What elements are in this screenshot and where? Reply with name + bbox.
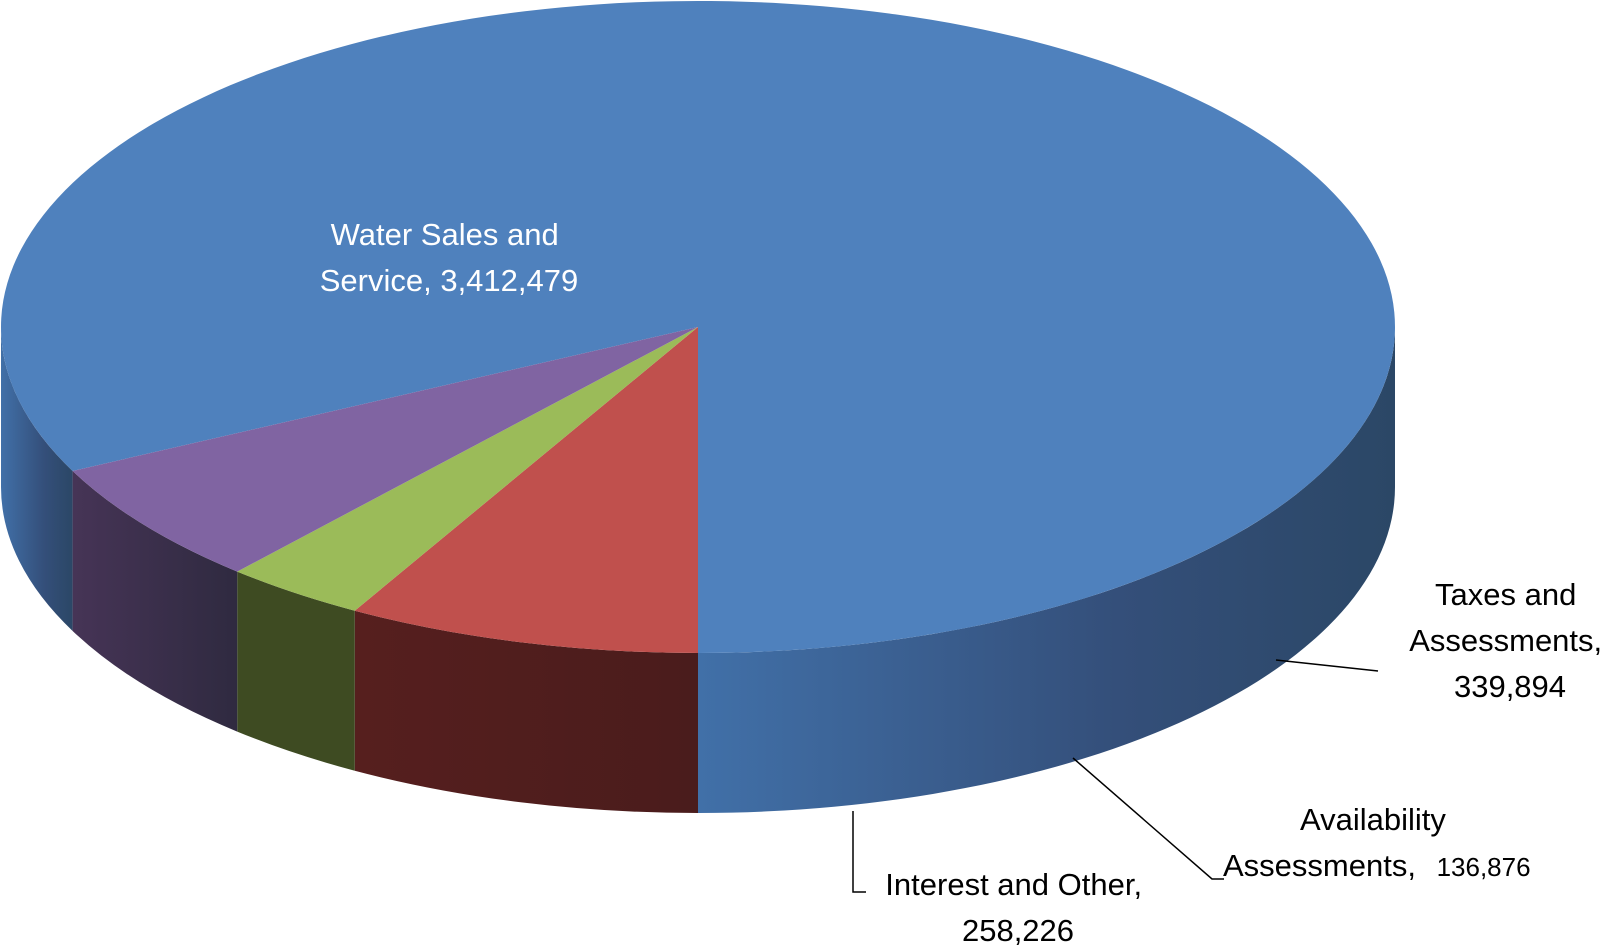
- slice-label-water-sales: Water Sales and Service, 3,412,479: [320, 217, 579, 298]
- slice-side-interest: [72, 470, 238, 732]
- slice-side-water-sales: [698, 327, 1395, 813]
- leader-line-availability: [1072, 757, 1224, 880]
- slice-label-interest: Interest and Other, 258,226: [885, 867, 1150, 948]
- slice-side-water-sales: [1, 327, 73, 631]
- slice-side-availability: [237, 571, 355, 771]
- leader-line-interest: [852, 811, 866, 893]
- slice-label-availability: Availability Assessments, 136,876: [1223, 802, 1531, 883]
- slice-side-taxes: [354, 610, 698, 813]
- slice-availability: [237, 327, 698, 611]
- slice-water-sales: [0, 0, 1395, 654]
- pie-side-walls: [1, 327, 1395, 813]
- leader-line-taxes: [1275, 659, 1379, 672]
- slice-label-taxes: Taxes and Assessments, 339,894: [1409, 577, 1611, 704]
- slice-interest: [72, 327, 699, 572]
- pie-top-faces: [0, 0, 1395, 654]
- label-leader-lines: [852, 659, 1379, 893]
- slice-taxes: [354, 327, 698, 653]
